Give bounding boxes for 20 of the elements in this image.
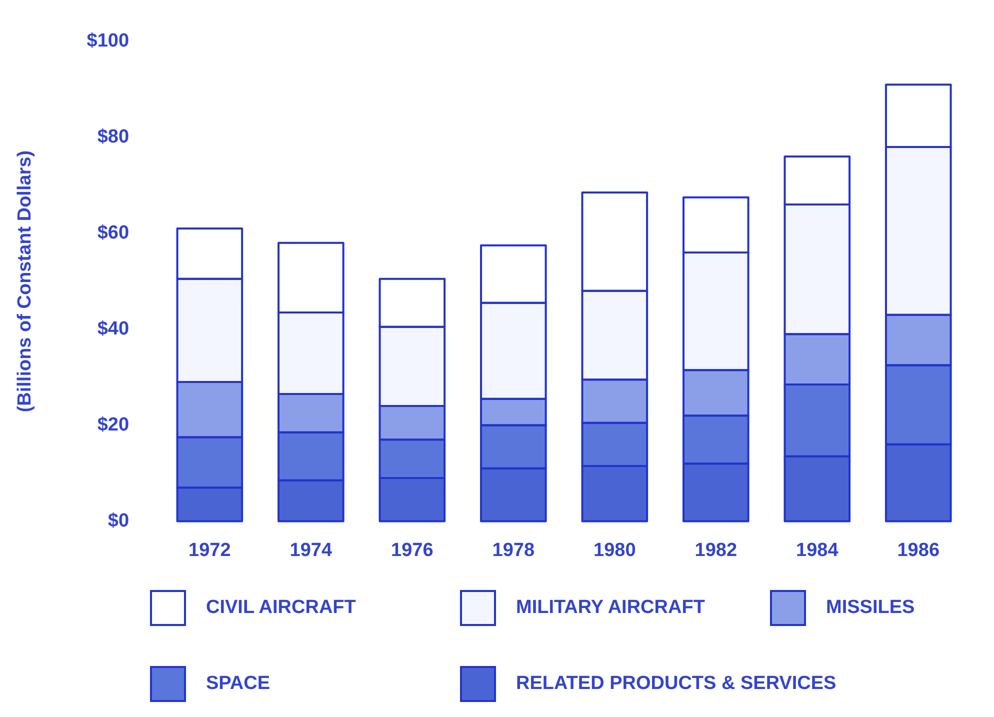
y-tick-label: $100 bbox=[86, 30, 130, 52]
y-tick-label: $20 bbox=[97, 414, 130, 436]
x-tick-label: 1986 bbox=[897, 540, 940, 561]
y-tick-label: $80 bbox=[97, 126, 130, 148]
x-tick-label: 1982 bbox=[694, 540, 738, 561]
x-tick-label: 1974 bbox=[290, 540, 332, 561]
legend-label: CIVIL AIRCRAFT bbox=[206, 597, 356, 619]
x-tick-label: 1978 bbox=[492, 540, 535, 561]
legend-label: MISSILES bbox=[826, 597, 915, 619]
legend-label: MILITARY AIRCRAFT bbox=[516, 597, 705, 619]
x-tick-label: 1984 bbox=[796, 540, 839, 561]
y-tick-label: $40 bbox=[97, 318, 130, 340]
x-tick-label: 1976 bbox=[391, 540, 434, 561]
x-tick-label: 1980 bbox=[594, 540, 636, 561]
legend-label: RELATED PRODUCTS & SERVICES bbox=[516, 673, 836, 695]
y-tick-label: $60 bbox=[97, 222, 130, 244]
y-tick-label: $0 bbox=[108, 510, 130, 532]
y-axis-title: (Billions of Constant Dollars) bbox=[14, 150, 36, 412]
legend-label: SPACE bbox=[206, 673, 270, 695]
x-tick-label: 1972 bbox=[188, 540, 231, 561]
